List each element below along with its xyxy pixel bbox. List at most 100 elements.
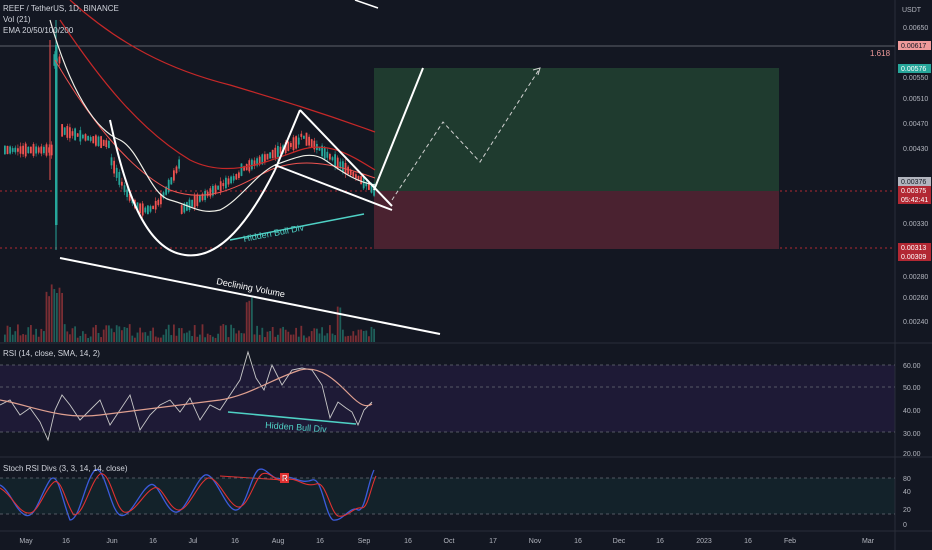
time-tick-label: 16: [574, 538, 582, 545]
candle-body: [290, 143, 292, 147]
rsi-band: [0, 365, 895, 432]
volume-bar: [352, 331, 355, 342]
volume-bar: [37, 336, 40, 342]
volume-bar: [66, 331, 69, 342]
volume-bar: [17, 324, 19, 342]
volume-bar: [316, 328, 318, 342]
volume-bar: [232, 328, 235, 342]
candle-body: [292, 137, 295, 151]
volume-bar: [40, 328, 43, 342]
candlesticks[interactable]: [4, 20, 375, 250]
volume-bar: [149, 330, 152, 342]
candle-body: [360, 176, 362, 185]
candle-body: [92, 136, 95, 144]
hidden-bull-div-rsi-line[interactable]: [227, 411, 357, 425]
candle-body: [357, 175, 360, 181]
candle-body: [243, 166, 245, 171]
flag-lower-line[interactable]: [274, 164, 393, 211]
volume-bar: [258, 334, 261, 342]
stoch-div-marker-label: R: [282, 474, 288, 483]
time-tick-label: May: [19, 538, 33, 545]
volume-bar: [165, 329, 167, 342]
hidden-bull-div-rsi-label: Hidden Bull Div: [265, 420, 328, 434]
volume-bar: [339, 307, 342, 342]
time-tick-label: Nov: [529, 538, 542, 545]
declining-volume-line[interactable]: [59, 257, 441, 335]
breakout-line[interactable]: [373, 67, 424, 191]
candle-body: [126, 189, 128, 197]
price-axis-badges: 0.00617 0.00576 0.00376 0.00375 05:42:41 0.00…: [898, 41, 931, 261]
volume-bar: [19, 335, 22, 342]
rsi-indicator-label[interactable]: RSI (14, close, SMA, 14, 2): [3, 349, 100, 358]
volume-bar: [144, 332, 147, 342]
volume-bar: [157, 337, 160, 342]
projection-path[interactable]: [391, 67, 541, 201]
candle-body: [199, 195, 201, 202]
candle-body: [160, 193, 162, 205]
candle-body: [48, 147, 50, 153]
time-tick-label: 16: [744, 538, 752, 545]
time-tick-label: Oct: [444, 538, 455, 545]
price-badge: 0.00313: [898, 243, 931, 252]
volume-bar: [370, 326, 373, 342]
volume-bar: [373, 328, 375, 342]
candle-body: [14, 147, 17, 153]
candle-body: [331, 157, 334, 161]
volume-bar: [243, 333, 245, 342]
volume-bar: [105, 325, 108, 342]
price-tick-label: 0.00260: [903, 295, 928, 302]
stoch-indicator-label[interactable]: Stoch RSI Divs (3, 3, 14, 14, close): [3, 464, 128, 473]
time-axis[interactable]: May 16 Jun 16 Jul 16 Aug 16 Sep 16 Oct 17 Nov 16 Dec 16…: [19, 538, 874, 545]
candle-body: [61, 124, 63, 137]
candle-body: [232, 176, 235, 181]
cup-curve[interactable]: [109, 119, 276, 257]
candle-body: [287, 141, 290, 151]
candle-body: [297, 137, 300, 145]
volume-bar: [362, 330, 365, 342]
candle-body: [230, 176, 232, 184]
volume-bar: [284, 329, 287, 342]
time-tick-label: Aug: [272, 538, 285, 545]
candle-body: [9, 146, 11, 154]
stop-zone[interactable]: [374, 191, 779, 249]
rsi-axis-ticks[interactable]: 60.00 50.00 40.00 30.00 20.00: [903, 363, 921, 458]
stoch-band: [0, 478, 895, 514]
ema-50-line: [54, 59, 376, 196]
flag-pole[interactable]: [274, 109, 301, 171]
hidden-bull-div-price-line[interactable]: [229, 213, 365, 241]
trend-line-top[interactable]: [354, 0, 379, 9]
candle-body: [76, 133, 79, 137]
volume-bar: [282, 326, 284, 342]
candle-body: [154, 200, 157, 210]
volume-bar: [227, 337, 230, 342]
flag-upper-line[interactable]: [299, 109, 393, 207]
volume-bars: [4, 284, 375, 342]
candle-body: [183, 203, 186, 213]
price-tick-label: 0.00470: [903, 121, 928, 128]
rsi-tick-label: 40.00: [903, 408, 921, 415]
candle-body: [22, 145, 24, 155]
ema-indicator-label[interactable]: EMA 20/50/100/200: [3, 26, 74, 35]
time-tick-label: 16: [404, 538, 412, 545]
candle-body: [178, 159, 180, 169]
volume-indicator-label[interactable]: Vol (21): [3, 15, 31, 24]
candle-body: [144, 207, 147, 213]
candle-body: [141, 203, 144, 216]
volume-bar: [201, 324, 204, 342]
price-badge: 0.00375: [898, 186, 931, 195]
target-zone[interactable]: [374, 68, 779, 191]
volume-bar: [89, 336, 92, 342]
volume-bar: [79, 335, 82, 342]
symbol-title[interactable]: REEF / TetherUS, 1D, BINANCE: [3, 4, 119, 13]
volume-bar: [217, 333, 219, 342]
volume-bar: [27, 327, 30, 342]
candle-body: [313, 140, 316, 150]
candle-body: [19, 146, 22, 154]
stoch-axis-ticks[interactable]: 80 40 20 0: [903, 476, 911, 529]
stoch-div-line[interactable]: [219, 475, 284, 481]
stoch-d-line: [0, 472, 377, 517]
candle-body: [329, 154, 331, 160]
candle-body: [167, 179, 170, 193]
